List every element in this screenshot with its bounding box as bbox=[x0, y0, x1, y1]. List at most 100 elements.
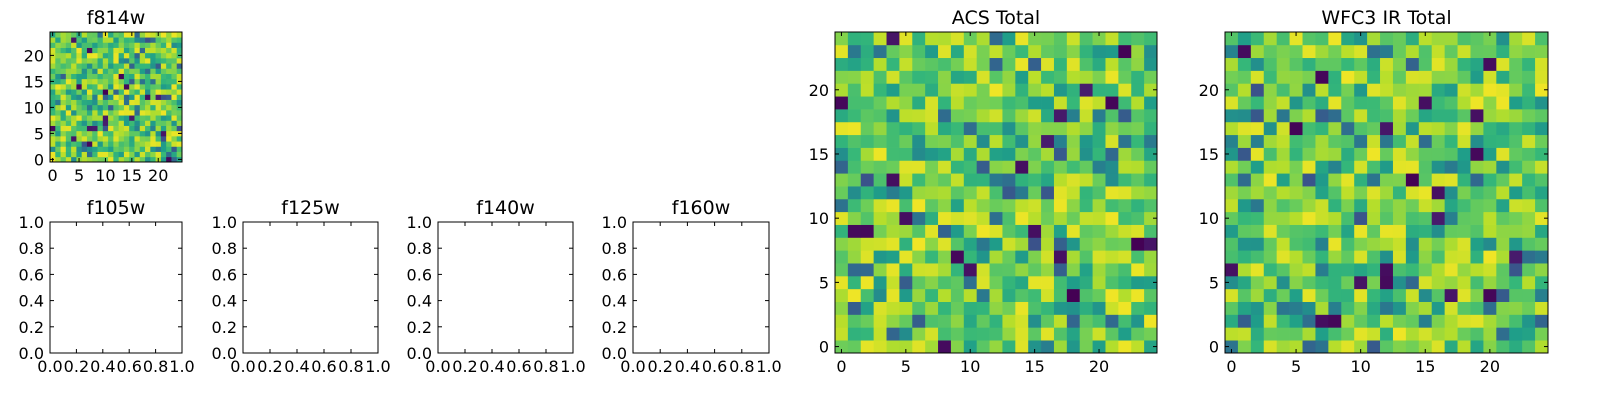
heatmap-cell bbox=[129, 141, 135, 147]
heatmap-cell bbox=[1444, 121, 1458, 136]
x-tick-label: 0 bbox=[836, 357, 846, 376]
heatmap-cell bbox=[1509, 275, 1523, 290]
heatmap-cell bbox=[1118, 70, 1132, 84]
heatmap-cell bbox=[1237, 211, 1252, 225]
y-tick-label: 15 bbox=[24, 72, 44, 91]
heatmap-cell bbox=[118, 125, 125, 132]
heatmap-cell bbox=[1131, 44, 1145, 59]
heatmap-cell bbox=[102, 94, 109, 100]
heatmap-cell bbox=[1066, 275, 1081, 290]
heatmap-cell bbox=[835, 70, 849, 84]
heatmap-cell bbox=[81, 120, 88, 126]
heatmap-cell bbox=[1405, 250, 1420, 264]
heatmap-cell bbox=[1002, 44, 1016, 59]
heatmap-cell bbox=[1483, 83, 1497, 97]
heatmap-cell bbox=[886, 134, 900, 148]
heatmap-cell bbox=[97, 73, 104, 80]
heatmap-cell bbox=[1380, 301, 1394, 315]
axes-frame bbox=[242, 221, 379, 354]
heatmap-cell bbox=[899, 70, 913, 84]
heatmap-cell bbox=[1041, 211, 1055, 225]
heatmap-cell bbox=[118, 120, 125, 126]
heatmap-cell bbox=[1483, 186, 1497, 200]
heatmap-cell bbox=[835, 211, 849, 225]
heatmap-cell bbox=[950, 147, 965, 161]
x-tick-label: 0.8 bbox=[143, 357, 168, 376]
heatmap-cell bbox=[1053, 198, 1068, 213]
heatmap-cell bbox=[1328, 160, 1342, 174]
heatmap-cell bbox=[1496, 186, 1510, 200]
heatmap-cell bbox=[1002, 83, 1016, 97]
heatmap-cell bbox=[65, 37, 72, 43]
heatmap-cell bbox=[97, 52, 104, 59]
heatmap-cell bbox=[1289, 121, 1303, 136]
heatmap-cell bbox=[55, 37, 61, 43]
heatmap-cell bbox=[145, 104, 151, 111]
x-tick-label: 0.2 bbox=[452, 357, 477, 376]
heatmap-cell bbox=[1041, 224, 1055, 238]
heatmap-cell bbox=[176, 110, 183, 116]
heatmap-cell bbox=[1053, 275, 1068, 290]
heatmap-cell bbox=[1405, 134, 1420, 148]
heatmap-cell bbox=[976, 160, 990, 174]
heatmap-cell bbox=[1041, 134, 1055, 148]
heatmap-cell bbox=[1405, 314, 1420, 328]
heatmap-cell bbox=[1015, 327, 1029, 341]
heatmap-cell bbox=[1418, 224, 1433, 238]
heatmap-cell bbox=[1457, 83, 1471, 97]
heatmap-cell bbox=[1092, 250, 1106, 264]
heatmap-cell bbox=[1496, 263, 1510, 277]
heatmap-cell bbox=[1144, 211, 1158, 225]
heatmap-cell bbox=[1354, 263, 1368, 277]
heatmap-cell bbox=[1015, 32, 1029, 46]
heatmap-cell bbox=[1405, 83, 1420, 97]
heatmap-cell bbox=[166, 58, 172, 64]
heatmap-cell bbox=[160, 63, 167, 69]
heatmap-cell bbox=[1315, 44, 1329, 59]
heatmap-cell bbox=[1066, 327, 1081, 341]
heatmap-cell bbox=[950, 301, 965, 315]
heatmap-cell bbox=[123, 32, 130, 38]
heatmap-cell bbox=[134, 63, 141, 69]
heatmap-cell bbox=[76, 99, 83, 106]
heatmap-cell bbox=[886, 198, 900, 213]
heatmap-cell bbox=[171, 89, 178, 95]
heatmap-cell bbox=[989, 327, 1003, 341]
heatmap-cell bbox=[65, 63, 72, 69]
heatmap-cell bbox=[1118, 224, 1132, 238]
heatmap-cell bbox=[1225, 224, 1239, 238]
heatmap-cell bbox=[1483, 134, 1497, 148]
heatmap-cell bbox=[886, 224, 900, 238]
heatmap-cell bbox=[1341, 83, 1355, 97]
heatmap-cell bbox=[50, 115, 56, 121]
heatmap-cell bbox=[1263, 109, 1278, 123]
heatmap-cell bbox=[155, 151, 162, 158]
heatmap-cell bbox=[71, 146, 77, 152]
heatmap-cell bbox=[113, 47, 119, 54]
heatmap-cell bbox=[873, 121, 887, 136]
heatmap-cell bbox=[847, 301, 862, 315]
heatmap-cell bbox=[1367, 147, 1381, 161]
heatmap-cell bbox=[102, 141, 109, 147]
heatmap-cell bbox=[108, 63, 114, 69]
heatmap-cell bbox=[145, 130, 151, 137]
heatmap-cell bbox=[873, 186, 887, 200]
heatmap-cell bbox=[92, 110, 98, 116]
heatmap-cell bbox=[886, 250, 900, 264]
heatmap-cell bbox=[1225, 186, 1239, 200]
heatmap-cell bbox=[1302, 121, 1316, 136]
y-tick-label: 10 bbox=[1199, 209, 1219, 228]
heatmap-cell bbox=[166, 110, 172, 116]
heatmap-cell bbox=[873, 147, 887, 161]
heatmap-cell bbox=[1496, 57, 1510, 71]
heatmap-cell bbox=[1431, 134, 1445, 148]
heatmap-cell bbox=[81, 94, 88, 100]
heatmap-cell bbox=[925, 263, 939, 277]
heatmap-cell bbox=[1105, 198, 1119, 213]
heatmap-cell bbox=[1041, 96, 1055, 110]
heatmap-cell bbox=[71, 110, 77, 116]
heatmap-cell bbox=[171, 125, 178, 132]
heatmap-cell bbox=[1354, 340, 1368, 354]
heatmap-cell bbox=[1457, 314, 1471, 328]
heatmap-cell bbox=[1015, 121, 1029, 136]
